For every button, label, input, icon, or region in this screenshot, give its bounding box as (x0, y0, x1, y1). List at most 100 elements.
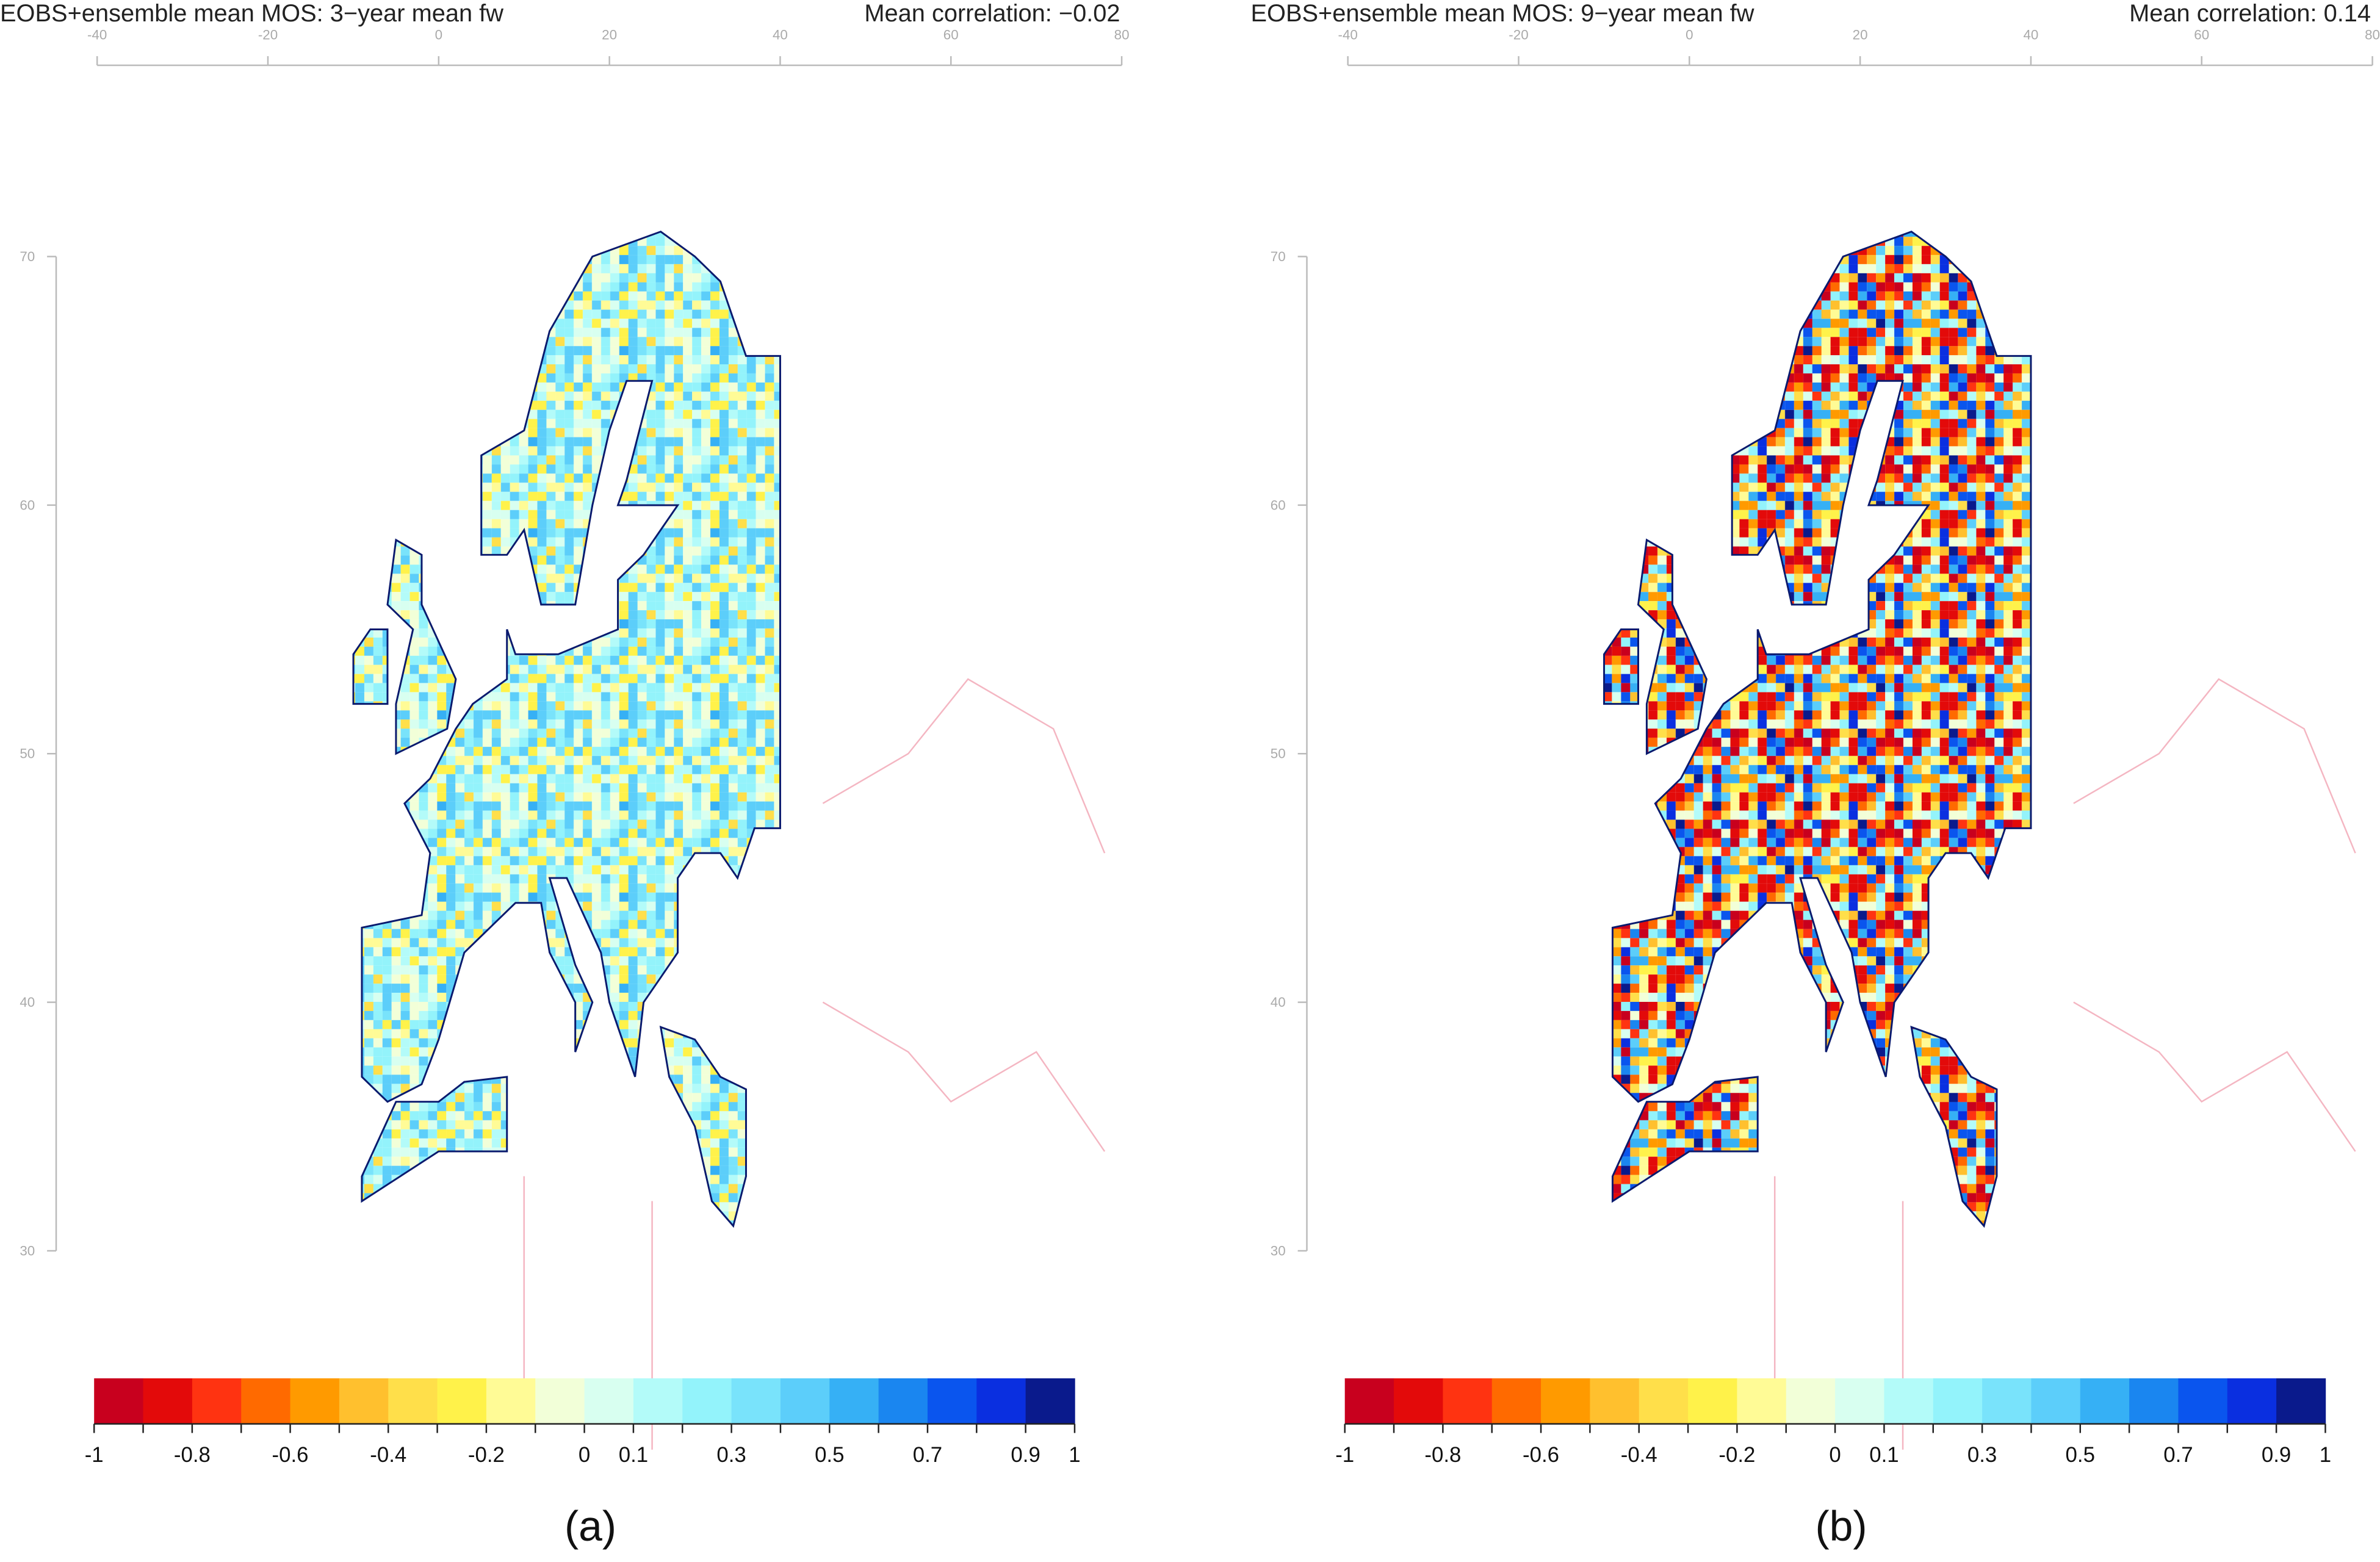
lat-tick-label: 50 (20, 746, 35, 761)
colorbar-box (927, 1378, 978, 1424)
colorbar-tick-label: -0.6 (272, 1443, 309, 1467)
colorbar-tick-label: -1 (85, 1443, 104, 1467)
colorbar-box (94, 1378, 144, 1424)
colorbar-box (1737, 1378, 1787, 1424)
colorbar-tick-label: 0.5 (2066, 1443, 2095, 1467)
colorbar-box (584, 1378, 634, 1424)
colorbar-box (829, 1378, 879, 1424)
land-shading (352, 628, 389, 705)
lat-tick-label: 30 (20, 1243, 35, 1258)
colorbar-box (633, 1378, 683, 1424)
colorbar-box (2178, 1378, 2228, 1424)
panel-label: (a) (564, 1502, 616, 1550)
land-shading (1637, 538, 1707, 755)
colorbar-tick-label: 0.9 (1011, 1443, 1040, 1467)
colorbar-box (388, 1378, 438, 1424)
lon-tick-label: 20 (602, 27, 617, 43)
colorbar-tick-label: -0.2 (1718, 1443, 1755, 1467)
colorbar-tick-label: 0.3 (716, 1443, 746, 1467)
colorbar-box (1344, 1378, 1394, 1424)
lat-tick-label: 40 (20, 995, 35, 1010)
land-shading (361, 230, 781, 1103)
colorbar-box (290, 1378, 340, 1424)
lon-tick-label: -20 (1509, 27, 1528, 43)
colorbar-box (1443, 1378, 1493, 1424)
colorbar-box (1590, 1378, 1640, 1424)
lon-tick-label: 20 (1853, 27, 1868, 43)
colorbar-tick-label: 0.7 (913, 1443, 942, 1467)
colorbar-tick-label: -0.8 (1424, 1443, 1461, 1467)
map-panel: EOBS+ensemble mean MOS: 3−year mean fw Me… (0, 0, 1130, 1550)
colorbar-box (1491, 1378, 1542, 1424)
colorbar-box (682, 1378, 732, 1424)
lon-tick-label: -20 (258, 27, 278, 43)
country-border (523, 678, 1106, 1450)
colorbar-box (437, 1378, 487, 1424)
lat-tick-label: 30 (1271, 1243, 1286, 1258)
colorbar-tick-label: 0.1 (619, 1443, 648, 1467)
colorbar-tick-label: 0.3 (1967, 1443, 1997, 1467)
lat-tick-label: 60 (1271, 497, 1286, 513)
land-shading (1611, 230, 2032, 1103)
colorbar-box (2227, 1378, 2277, 1424)
lon-tick-label: 40 (2023, 27, 2038, 43)
lat-tick-label: 70 (20, 249, 35, 264)
colorbar-box (192, 1378, 242, 1424)
colorbar-tick-label: 0.5 (815, 1443, 844, 1467)
land-shading (361, 1076, 508, 1203)
colorbar-tick-label: 1 (2320, 1443, 2331, 1467)
land-shading (1603, 628, 1639, 705)
colorbar-box (241, 1378, 291, 1424)
lon-tick-label: 0 (1686, 27, 1693, 43)
panel-title: EOBS+ensemble mean MOS: 3−year mean fw (0, 0, 503, 27)
colorbar-tick-label: 0.1 (1869, 1443, 1899, 1467)
colorbar-tick-label: 0.7 (2163, 1443, 2193, 1467)
colorbar-tick-label: 0 (1829, 1443, 1841, 1467)
colorbar-box (486, 1378, 536, 1424)
colorbar-box (976, 1378, 1026, 1424)
lon-tick-label: 80 (2365, 27, 2380, 43)
land-shading (386, 538, 457, 755)
colorbar-box (535, 1378, 585, 1424)
colorbar-box (1639, 1378, 1689, 1424)
colorbar-box (339, 1378, 389, 1424)
colorbar-tick-label: -0.2 (468, 1443, 505, 1467)
colorbar-box (1884, 1378, 1934, 1424)
panel-label: (b) (1815, 1502, 1867, 1550)
colorbar-tick-label: 1 (1069, 1443, 1080, 1467)
lon-tick-label: -40 (1338, 27, 1358, 43)
lat-tick-label: 60 (20, 497, 35, 513)
lon-tick-label: 0 (435, 27, 442, 43)
lon-tick-label: 40 (773, 27, 788, 43)
colorbar-tick-label: -0.4 (1621, 1443, 1657, 1467)
country-border (1773, 678, 2356, 1450)
land-shading (1910, 1025, 1998, 1228)
lon-tick-label: -40 (87, 27, 107, 43)
colorbar-box (780, 1378, 831, 1424)
lat-tick-label: 70 (1271, 249, 1286, 264)
colorbar-tick-label: -1 (1335, 1443, 1354, 1467)
lon-tick-label: 80 (1114, 27, 1130, 43)
colorbar-box (731, 1378, 781, 1424)
colorbar-tick-label: 0 (579, 1443, 590, 1467)
colorbar-box (1541, 1378, 1591, 1424)
mean-correlation: Mean correlation: −0.02 (864, 0, 1120, 27)
colorbar-box (2080, 1378, 2130, 1424)
colorbar-box (143, 1378, 193, 1424)
colorbar-box (878, 1378, 928, 1424)
colorbar-box (1394, 1378, 1444, 1424)
colorbar-tick-label: -0.4 (370, 1443, 406, 1467)
colorbar-box (1786, 1378, 1836, 1424)
panel-title: EOBS+ensemble mean MOS: 9−year mean fw (1250, 0, 1754, 27)
land-shading (659, 1025, 747, 1228)
mean-correlation: Mean correlation: 0.14 (2129, 0, 2371, 27)
lon-tick-label: 60 (2194, 27, 2209, 43)
colorbar-box (1933, 1378, 1983, 1424)
colorbar-box (2129, 1378, 2179, 1424)
colorbar-box (1835, 1378, 1885, 1424)
lon-tick-label: 60 (943, 27, 959, 43)
land-shading (1611, 1076, 1759, 1203)
colorbar-tick-label: -0.8 (174, 1443, 211, 1467)
